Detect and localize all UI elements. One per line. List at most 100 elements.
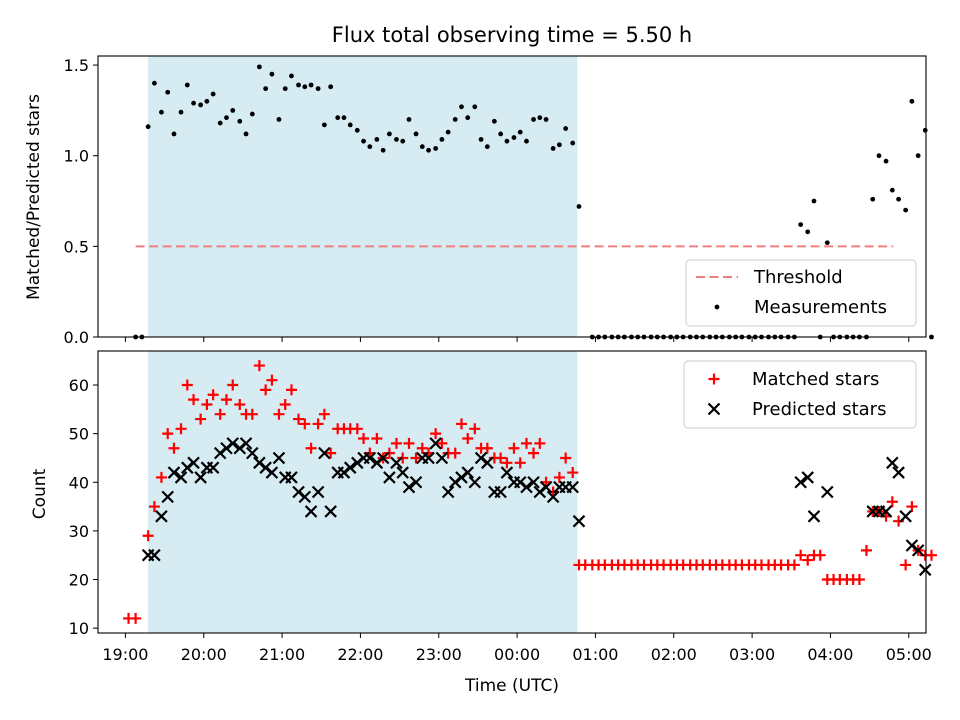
matched-star-point <box>436 437 448 449</box>
matched-star-point <box>162 428 174 440</box>
measurement-point <box>517 129 523 135</box>
measurement-point <box>824 240 830 246</box>
matched-star-point <box>168 442 180 454</box>
measurement-point <box>531 117 536 122</box>
matched-star-point <box>195 413 207 425</box>
x-tick-label: 23:00 <box>416 645 462 664</box>
predicted-star-point <box>324 505 337 518</box>
predicted-star-point <box>409 475 423 489</box>
measurement-point <box>504 138 510 144</box>
measurement-point <box>929 334 934 340</box>
matched-star-point <box>279 398 291 410</box>
predicted-star-point <box>801 471 814 484</box>
measurement-point <box>543 117 549 122</box>
matched-star-point <box>495 452 507 464</box>
measurement-point <box>328 84 334 90</box>
measurement-point <box>811 198 817 204</box>
matched-star-point <box>449 447 461 459</box>
matched-star-point <box>520 437 532 449</box>
x-tick-label: 00:00 <box>494 645 540 664</box>
measurement-point <box>198 102 204 108</box>
measurement-point <box>915 153 921 159</box>
matched-star-point <box>802 554 814 566</box>
measurement-point <box>876 153 882 159</box>
matched-star-point <box>430 428 442 440</box>
measurement-point <box>570 140 576 146</box>
top-x-ticks <box>124 337 910 342</box>
predicted-star-point <box>390 456 403 470</box>
chart-title: Flux total observing time = 5.50 h <box>332 23 692 47</box>
matched-star-point <box>148 501 160 513</box>
measurement-point <box>445 129 451 135</box>
matched-star-point <box>175 423 187 435</box>
matched-star-point <box>886 496 898 508</box>
measurement-point <box>210 91 216 97</box>
predicted-star-point <box>246 446 259 460</box>
matched-star-point <box>207 389 219 401</box>
predicted-star-point <box>226 437 240 450</box>
matched-star-point <box>227 379 239 391</box>
predicted-star-point <box>539 480 553 494</box>
matched-star-point <box>155 471 167 483</box>
matched-star-point <box>390 437 402 449</box>
predicted-star-point <box>429 437 442 450</box>
measurement-point <box>204 98 210 104</box>
top-y-tick-label: 1.5 <box>64 56 89 75</box>
matched-star-point <box>508 442 520 454</box>
measurement-point <box>537 115 543 121</box>
legend-predicted-swatch <box>707 402 721 416</box>
predicted-star-point <box>481 456 494 470</box>
x-tick-label: 21:00 <box>259 645 305 664</box>
predicted-star-point <box>161 490 174 504</box>
predicted-star-point <box>461 466 475 479</box>
top-y-tick-label: 0.5 <box>64 237 89 256</box>
matched-star-point <box>325 447 337 459</box>
predicted-star-point <box>422 451 435 465</box>
measurement-point <box>296 82 301 88</box>
measurement-point <box>191 100 196 106</box>
legend-threshold-label: Threshold <box>753 267 843 288</box>
matched-star-point <box>534 437 546 449</box>
measurement-point <box>178 109 184 115</box>
predicted-star-point <box>363 451 377 465</box>
predicted-star-point <box>435 451 449 465</box>
measurement-point <box>380 147 386 153</box>
measurement-point <box>145 124 151 130</box>
matched-star-point <box>469 423 481 435</box>
measurement-point <box>452 117 458 122</box>
measurement-point <box>484 144 490 150</box>
top-y-tick-label: 1.0 <box>64 147 89 166</box>
matched-star-point <box>410 452 422 464</box>
matched-star-point <box>130 612 142 624</box>
predicted-star-point <box>265 466 279 479</box>
matched-star-point <box>925 549 937 561</box>
predicted-star-point <box>298 490 312 504</box>
measurement-point <box>400 138 406 144</box>
legend-measurements-swatch <box>714 304 720 310</box>
predicted-star-point <box>194 471 207 484</box>
measurement-point <box>315 86 321 92</box>
measurement-point <box>347 122 353 128</box>
matched-star-point <box>142 530 154 542</box>
matched-star-point <box>260 384 272 396</box>
matched-star-point <box>299 418 311 430</box>
bottom-y-ticks: 10 20 30 40 50 60 <box>69 376 98 638</box>
matched-star-point <box>860 544 872 556</box>
matched-star-point <box>416 442 428 454</box>
matched-star-point <box>900 559 912 571</box>
legend-predicted-label: Predicted stars <box>752 399 886 420</box>
predicted-star-point <box>468 475 482 489</box>
measurement-point <box>498 131 504 137</box>
measurement-point <box>433 146 439 151</box>
matched-star-point <box>528 447 540 459</box>
bottom-y-tick-label: 20 <box>69 571 89 590</box>
bottom-x-ticks: 19:00 20:00 21:00 22:00 23:00 00:00 01:00 02:00… <box>102 633 932 664</box>
predicted-star-point <box>318 446 331 460</box>
predicted-star-point <box>794 475 807 489</box>
measurement-point <box>439 136 445 142</box>
predicted-star-point <box>566 480 579 494</box>
measurement-point <box>321 122 327 128</box>
measurement-point <box>419 144 425 150</box>
predicted-star-point <box>546 490 560 504</box>
x-tick-label: 22:00 <box>337 645 383 664</box>
